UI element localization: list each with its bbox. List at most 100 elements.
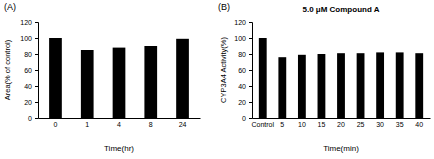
tick: 5 xyxy=(280,118,284,128)
tick: 15 xyxy=(318,118,326,128)
tick-label: 25 xyxy=(357,121,365,128)
tick-label: 120 xyxy=(234,19,246,26)
tick: 60 xyxy=(238,67,252,74)
tick-label: 5 xyxy=(280,121,284,128)
tick-label: 120 xyxy=(20,19,32,26)
tick-label: 8 xyxy=(149,121,153,128)
bar xyxy=(113,48,126,118)
tick-label: Control xyxy=(251,121,274,128)
tick: 120 xyxy=(234,19,252,26)
tick-label: 60 xyxy=(24,67,32,74)
tick-mark xyxy=(35,102,38,103)
tick: 40 xyxy=(24,83,38,90)
panel: 0 20 40 60 80 100 120 Control 5 10 15 20 25 30 35 40 (B)… xyxy=(218,2,431,153)
tick-mark xyxy=(249,22,252,23)
tick-label: 24 xyxy=(179,121,187,128)
tick: 4 xyxy=(117,118,121,128)
x-axis-title: Time(min) xyxy=(323,144,359,153)
tick: 40 xyxy=(238,83,252,90)
tick: 0 xyxy=(54,118,58,128)
tick: Control xyxy=(251,118,274,128)
y-axis: 0 20 40 60 80 100 120 xyxy=(20,19,38,122)
subtitle: 5.0 μM Compound A xyxy=(302,5,379,14)
tick: 0 xyxy=(28,115,38,122)
axis-line xyxy=(39,118,201,119)
tick-label: 10 xyxy=(298,121,306,128)
x-axis: 0 1 4 8 24 xyxy=(39,118,201,128)
tick: 8 xyxy=(149,118,153,128)
bar xyxy=(144,46,157,118)
tick: 25 xyxy=(357,118,365,128)
tick-mark xyxy=(35,118,38,119)
tick-label: 1 xyxy=(85,121,89,128)
bar xyxy=(357,53,365,118)
tick-mark xyxy=(249,86,252,87)
bar xyxy=(298,55,306,118)
panel-title: (B) xyxy=(218,2,230,12)
axis-line xyxy=(35,23,39,119)
tick-mark xyxy=(249,70,252,71)
tick: 80 xyxy=(24,51,38,58)
tick-label: 60 xyxy=(238,67,246,74)
panel: 0 20 40 60 80 100 120 0 1 4 8 24 (A) Time(hr) Area(% o… xyxy=(3,2,201,153)
x-axis-title: Time(hr) xyxy=(104,144,134,153)
axis-line xyxy=(249,23,253,119)
tick-mark xyxy=(35,86,38,87)
tick-label: 100 xyxy=(20,35,32,42)
tick: 20 xyxy=(238,99,252,106)
panel-title: (A) xyxy=(4,2,16,12)
tick: 10 xyxy=(298,118,306,128)
tick: 120 xyxy=(20,19,38,26)
tick: 24 xyxy=(179,118,187,128)
bar xyxy=(278,57,286,118)
tick: 100 xyxy=(20,35,38,42)
tick: 35 xyxy=(396,118,404,128)
tick-label: 0 xyxy=(28,115,32,122)
tick-label: 35 xyxy=(396,121,404,128)
tick-label: 20 xyxy=(238,99,246,106)
tick-label: 0 xyxy=(54,121,58,128)
tick-mark xyxy=(249,118,252,119)
tick: 40 xyxy=(415,118,423,128)
tick-label: 40 xyxy=(415,121,423,128)
bars xyxy=(259,38,423,118)
axis-line xyxy=(253,118,431,119)
tick-label: 30 xyxy=(376,121,384,128)
bar xyxy=(396,52,404,118)
bar xyxy=(259,38,267,118)
tick-mark xyxy=(249,102,252,103)
tick-mark xyxy=(35,22,38,23)
tick-mark xyxy=(35,54,38,55)
tick: 1 xyxy=(85,118,89,128)
tick-label: 40 xyxy=(24,83,32,90)
tick: 20 xyxy=(24,99,38,106)
tick-mark xyxy=(249,54,252,55)
tick: 60 xyxy=(24,67,38,74)
bar xyxy=(176,39,189,118)
tick: 30 xyxy=(376,118,384,128)
y-axis: 0 20 40 60 80 100 120 xyxy=(234,19,252,122)
figure: 020406080100120014824(A)Time(hr)Area(% o… xyxy=(0,0,434,159)
tick: 20 xyxy=(337,118,345,128)
tick: 100 xyxy=(234,35,252,42)
tick-label: 20 xyxy=(337,121,345,128)
y-axis-title: CYP3A4 Activity(%) xyxy=(219,37,228,103)
bar xyxy=(49,38,62,118)
bar xyxy=(415,53,423,118)
bar xyxy=(337,53,345,118)
bar xyxy=(318,54,326,118)
tick-label: 0 xyxy=(242,115,246,122)
tick-label: 20 xyxy=(24,99,32,106)
tick-mark xyxy=(35,38,38,39)
bar xyxy=(81,50,94,118)
x-axis: Control 5 10 15 20 25 30 35 40 xyxy=(251,118,430,128)
tick-mark xyxy=(249,38,252,39)
tick-label: 80 xyxy=(238,51,246,58)
tick-label: 4 xyxy=(117,121,121,128)
tick-label: 100 xyxy=(234,35,246,42)
bar xyxy=(376,52,384,118)
bars xyxy=(49,38,189,118)
tick: 80 xyxy=(238,51,252,58)
y-axis-title: Area(% of control) xyxy=(3,39,12,100)
tick-label: 80 xyxy=(24,51,32,58)
